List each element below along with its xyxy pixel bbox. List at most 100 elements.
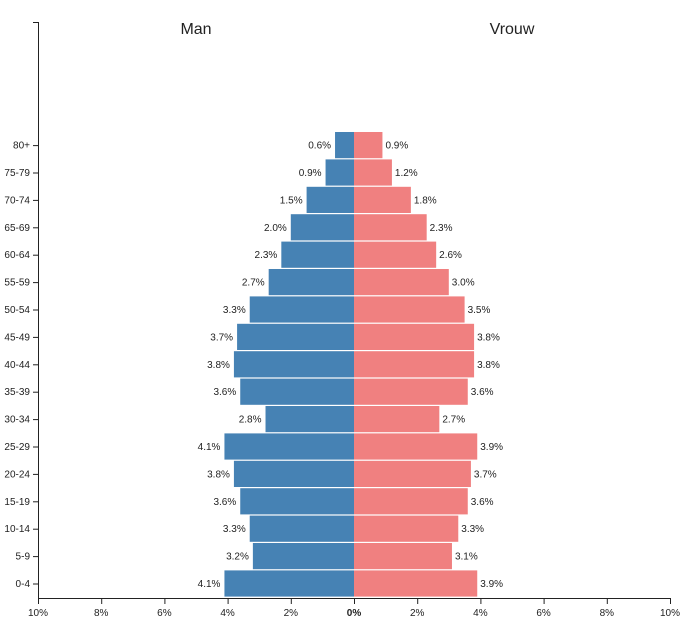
series-header-vrouw: Vrouw <box>490 21 535 38</box>
bar-vrouw-0-4 <box>354 570 478 597</box>
bar-vrouw-80plus <box>354 132 383 159</box>
label-man-35-39: 3.6% <box>213 387 236 398</box>
label-vrouw-70-74: 1.8% <box>414 195 437 206</box>
label-man-40-44: 3.8% <box>207 360 230 371</box>
bar-man-30-34 <box>265 406 354 433</box>
bar-man-35-39 <box>240 378 354 405</box>
bar-vrouw-10-14 <box>354 515 459 542</box>
bar-man-65-69 <box>290 214 354 241</box>
label-vrouw-30-34: 2.7% <box>442 415 465 426</box>
label-man-45-49: 3.7% <box>210 332 233 343</box>
bar-man-70-74 <box>306 186 354 213</box>
y-tick-label-45-49: 45-49 <box>4 332 30 343</box>
bar-man-25-29 <box>224 433 354 460</box>
bar-man-45-49 <box>237 323 354 350</box>
label-man-30-34: 2.8% <box>239 415 262 426</box>
bar-man-55-59 <box>268 269 354 296</box>
bar-man-60-64 <box>281 241 354 268</box>
series-header-man: Man <box>180 21 211 38</box>
label-vrouw-20-24: 3.7% <box>474 469 497 480</box>
bar-vrouw-65-69 <box>354 214 427 241</box>
x-tick-label-6: 2% <box>410 608 425 619</box>
x-tick-label-3: 4% <box>220 608 235 619</box>
label-vrouw-80plus: 0.9% <box>385 141 408 152</box>
label-vrouw-45-49: 3.8% <box>477 332 500 343</box>
bar-vrouw-70-74 <box>354 186 411 213</box>
bar-vrouw-25-29 <box>354 433 478 460</box>
x-tick-label-8: 6% <box>536 608 551 619</box>
label-man-25-29: 4.1% <box>198 442 221 453</box>
bar-man-40-44 <box>233 351 354 378</box>
y-tick-label-65-69: 65-69 <box>4 223 30 234</box>
x-tick-label-0: 10% <box>28 608 48 619</box>
bar-vrouw-5-9 <box>354 543 452 570</box>
bar-man-80plus <box>335 132 354 159</box>
label-man-10-14: 3.3% <box>223 524 246 535</box>
label-man-20-24: 3.8% <box>207 469 230 480</box>
bar-vrouw-50-54 <box>354 296 465 323</box>
y-tick-label-30-34: 30-34 <box>4 415 30 426</box>
x-tick-label-10: 10% <box>660 608 680 619</box>
label-man-0-4: 4.1% <box>198 579 221 590</box>
y-tick-label-0-4: 0-4 <box>16 579 31 590</box>
bar-man-75-79 <box>325 159 354 186</box>
x-tick-label-1: 8% <box>94 608 109 619</box>
x-tick-label-5: 0% <box>347 608 362 619</box>
y-tick-label-60-64: 60-64 <box>4 250 30 261</box>
label-vrouw-0-4: 3.9% <box>480 579 503 590</box>
bar-man-50-54 <box>249 296 354 323</box>
x-tick-label-2: 6% <box>157 608 172 619</box>
bars-group <box>224 132 478 597</box>
label-vrouw-10-14: 3.3% <box>461 524 484 535</box>
bar-man-10-14 <box>249 515 354 542</box>
y-tick-label-20-24: 20-24 <box>4 469 30 480</box>
label-man-5-9: 3.2% <box>226 552 249 563</box>
y-tick-label-25-29: 25-29 <box>4 442 30 453</box>
label-man-55-59: 2.7% <box>242 278 265 289</box>
x-tick-label-7: 4% <box>473 608 488 619</box>
label-man-70-74: 1.5% <box>280 195 303 206</box>
y-tick-label-5-9: 5-9 <box>16 552 31 563</box>
y-tick-label-15-19: 15-19 <box>4 497 30 508</box>
y-tick-label-35-39: 35-39 <box>4 387 30 398</box>
y-tick-label-75-79: 75-79 <box>4 168 30 179</box>
y-axis: 80+ 75-79 70-74 65-69 60-64 55-59 50-54 45-49 40… <box>4 22 39 598</box>
x-axis: 10% 8% 6% 4% 2% 0% 2% 4% 6% 8% 10% <box>28 598 680 619</box>
y-tick-label-70-74: 70-74 <box>4 195 30 206</box>
label-vrouw-75-79: 1.2% <box>395 168 418 179</box>
y-tick-label-50-54: 50-54 <box>4 305 30 316</box>
label-vrouw-5-9: 3.1% <box>455 552 478 563</box>
label-man-50-54: 3.3% <box>223 305 246 316</box>
label-man-80plus: 0.6% <box>308 141 331 152</box>
label-vrouw-55-59: 3.0% <box>452 278 475 289</box>
bar-vrouw-75-79 <box>354 159 392 186</box>
label-vrouw-40-44: 3.8% <box>477 360 500 371</box>
x-tick-label-9: 8% <box>600 608 615 619</box>
bar-vrouw-45-49 <box>354 323 475 350</box>
y-tick-label-55-59: 55-59 <box>4 278 30 289</box>
label-vrouw-15-19: 3.6% <box>471 497 494 508</box>
bar-vrouw-55-59 <box>354 269 449 296</box>
label-vrouw-50-54: 3.5% <box>468 305 491 316</box>
value-labels-group: 0.6% 0.9% 0.9% 1.2% 1.5% 1.8% 2.0% 2.3% 2.3% 2.6%… <box>198 141 503 590</box>
bar-man-0-4 <box>224 570 354 597</box>
bar-man-20-24 <box>233 460 354 487</box>
label-vrouw-35-39: 3.6% <box>471 387 494 398</box>
label-man-65-69: 2.0% <box>264 223 287 234</box>
label-vrouw-60-64: 2.6% <box>439 250 462 261</box>
y-tick-label-80plus: 80+ <box>13 141 30 152</box>
bar-man-5-9 <box>252 543 354 570</box>
bar-man-15-19 <box>240 488 354 515</box>
bar-vrouw-60-64 <box>354 241 437 268</box>
x-tick-label-4: 2% <box>284 608 299 619</box>
label-man-15-19: 3.6% <box>213 497 236 508</box>
bar-vrouw-20-24 <box>354 460 471 487</box>
label-man-75-79: 0.9% <box>299 168 322 179</box>
bar-vrouw-35-39 <box>354 378 468 405</box>
y-tick-label-40-44: 40-44 <box>4 360 30 371</box>
bar-vrouw-30-34 <box>354 406 440 433</box>
label-man-60-64: 2.3% <box>255 250 278 261</box>
label-vrouw-25-29: 3.9% <box>480 442 503 453</box>
bar-vrouw-15-19 <box>354 488 468 515</box>
